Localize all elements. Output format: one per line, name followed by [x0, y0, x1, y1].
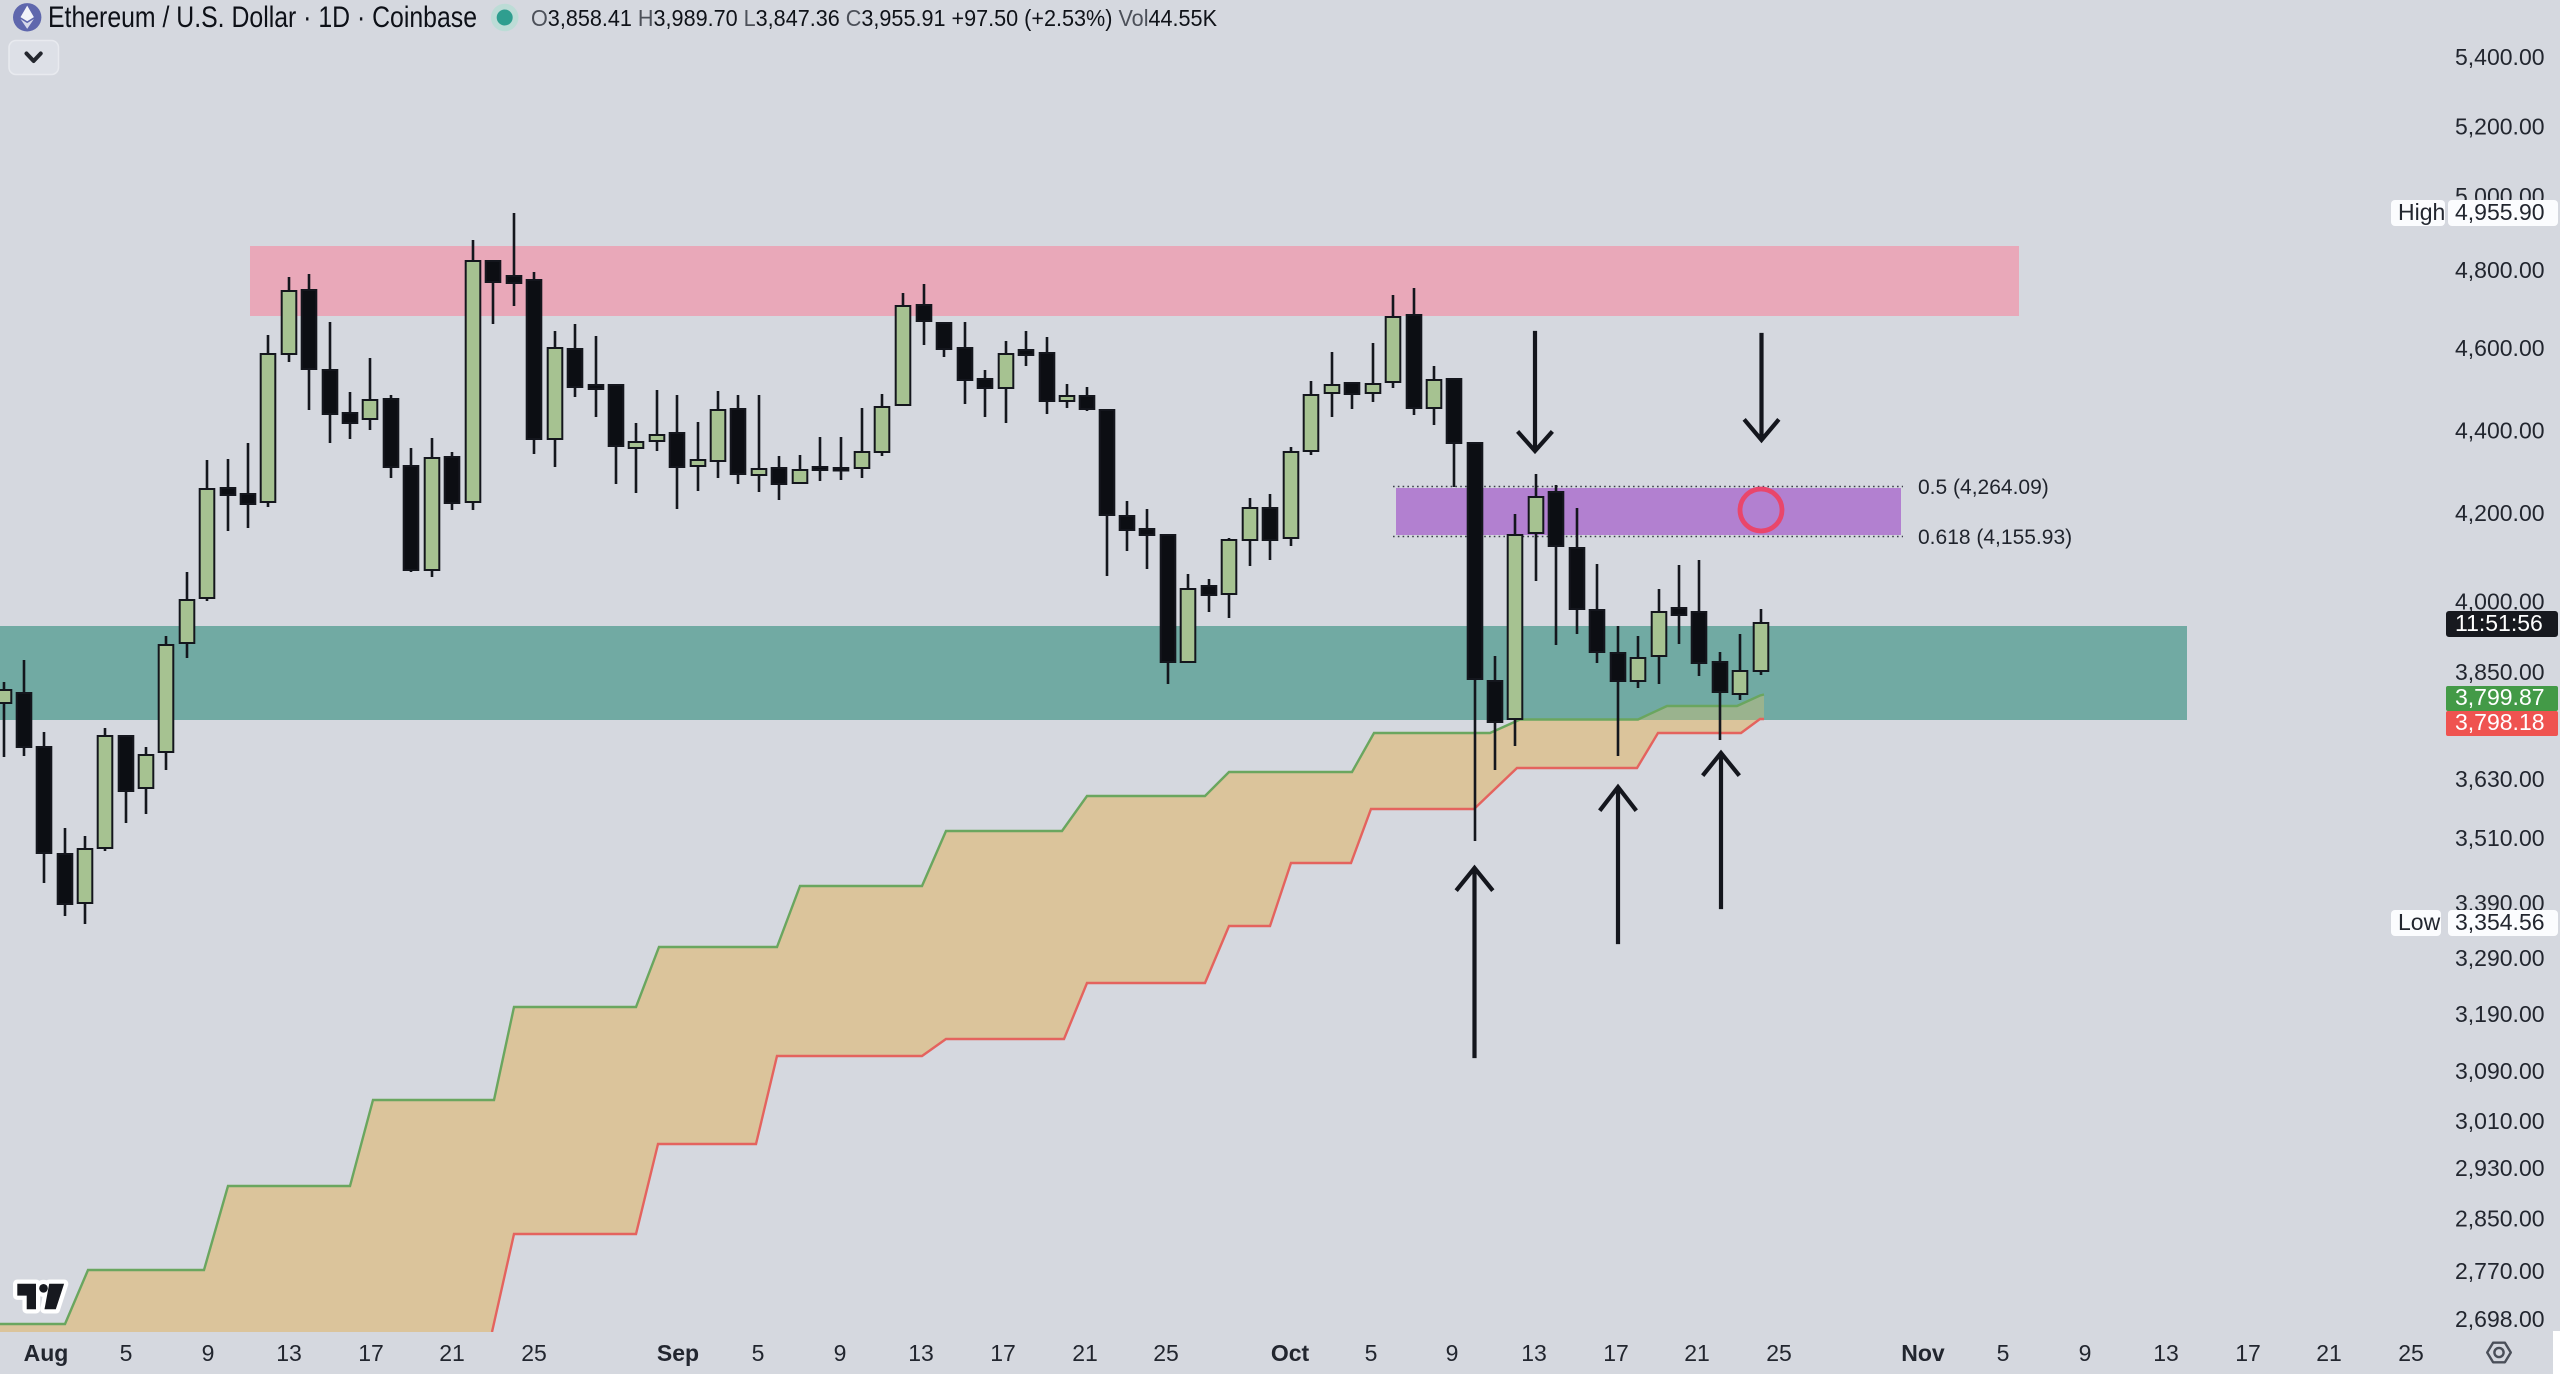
svg-text:17: 17	[2235, 1340, 2261, 1366]
svg-text:3,630.00: 3,630.00	[2455, 766, 2545, 792]
svg-text:17: 17	[1603, 1340, 1629, 1366]
svg-text:4,800.00: 4,800.00	[2455, 257, 2545, 283]
svg-text:5: 5	[120, 1340, 133, 1366]
svg-text:17: 17	[358, 1340, 384, 1366]
svg-text:5: 5	[1365, 1340, 1378, 1366]
svg-text:0.618 (4,155.93): 0.618 (4,155.93)	[1918, 526, 2072, 549]
svg-text:11:51:56: 11:51:56	[2455, 610, 2543, 636]
svg-text:Sep: Sep	[657, 1340, 699, 1366]
svg-text:3,510.00: 3,510.00	[2455, 825, 2545, 851]
svg-text:0.5 (4,264.09): 0.5 (4,264.09)	[1918, 476, 2049, 499]
svg-text:25: 25	[2398, 1340, 2424, 1366]
svg-text:2,698.00: 2,698.00	[2455, 1306, 2545, 1332]
svg-text:25: 25	[1153, 1340, 1179, 1366]
svg-text:21: 21	[2316, 1340, 2342, 1366]
svg-text:4,600.00: 4,600.00	[2455, 335, 2545, 361]
svg-text:4,000.00: 4,000.00	[2455, 589, 2545, 615]
svg-text:O3,858.41 H3,989.70 L3,847.36: O3,858.41 H3,989.70 L3,847.36 C3,955.91 …	[531, 5, 1217, 31]
svg-text:3,850.00: 3,850.00	[2455, 659, 2545, 685]
svg-text:5,400.00: 5,400.00	[2455, 44, 2545, 70]
svg-text:2,850.00: 2,850.00	[2455, 1206, 2545, 1232]
svg-text:13: 13	[1521, 1340, 1547, 1366]
svg-text:4,955.90: 4,955.90	[2455, 199, 2545, 225]
svg-text:Aug: Aug	[24, 1340, 69, 1366]
svg-text:9: 9	[834, 1340, 847, 1366]
svg-text:3,010.00: 3,010.00	[2455, 1108, 2545, 1134]
svg-text:Oct: Oct	[1271, 1340, 1310, 1366]
svg-text:2,930.00: 2,930.00	[2455, 1155, 2545, 1181]
svg-text:3,799.87: 3,799.87	[2455, 684, 2545, 710]
svg-text:3,354.56: 3,354.56	[2455, 909, 2545, 935]
svg-text:13: 13	[2153, 1340, 2179, 1366]
svg-text:9: 9	[2079, 1340, 2092, 1366]
svg-text:4,200.00: 4,200.00	[2455, 500, 2545, 526]
svg-text:Low: Low	[2398, 909, 2441, 935]
svg-text:3,190.00: 3,190.00	[2455, 1001, 2545, 1027]
svg-text:9: 9	[1446, 1340, 1459, 1366]
svg-text:2,770.00: 2,770.00	[2455, 1258, 2545, 1284]
svg-text:17: 17	[990, 1340, 1016, 1366]
svg-text:High: High	[2398, 199, 2445, 225]
svg-text:5: 5	[1997, 1340, 2010, 1366]
svg-text:Nov: Nov	[1901, 1340, 1945, 1366]
svg-text:13: 13	[276, 1340, 302, 1366]
svg-text:13: 13	[908, 1340, 934, 1366]
svg-text:21: 21	[439, 1340, 465, 1366]
svg-text:3,290.00: 3,290.00	[2455, 945, 2545, 971]
svg-text:4,400.00: 4,400.00	[2455, 418, 2545, 444]
svg-text:3,798.18: 3,798.18	[2455, 709, 2545, 735]
svg-text:21: 21	[1072, 1340, 1098, 1366]
svg-text:25: 25	[1766, 1340, 1792, 1366]
svg-text:Ethereum / U.S. Dollar · 1D ·: Ethereum / U.S. Dollar · 1D · Coinbase	[48, 1, 477, 34]
svg-text:3,090.00: 3,090.00	[2455, 1058, 2545, 1084]
svg-text:9: 9	[202, 1340, 215, 1366]
svg-text:5,200.00: 5,200.00	[2455, 114, 2545, 140]
svg-text:5: 5	[752, 1340, 765, 1366]
svg-text:25: 25	[521, 1340, 547, 1366]
svg-text:21: 21	[1684, 1340, 1710, 1366]
